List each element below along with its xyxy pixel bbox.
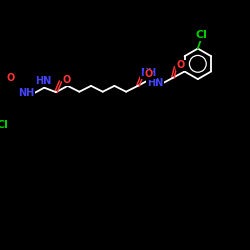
Text: O: O bbox=[144, 69, 153, 79]
Text: NH: NH bbox=[140, 68, 157, 78]
Text: O: O bbox=[7, 73, 15, 83]
Text: HN: HN bbox=[147, 78, 163, 88]
Text: HN: HN bbox=[35, 76, 52, 86]
Text: O: O bbox=[62, 76, 71, 86]
Text: Cl: Cl bbox=[0, 120, 8, 130]
Text: Cl: Cl bbox=[196, 30, 207, 40]
Text: NH: NH bbox=[18, 88, 34, 98]
Text: O: O bbox=[177, 60, 185, 70]
